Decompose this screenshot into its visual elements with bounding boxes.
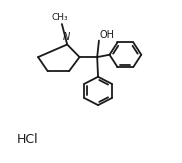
Text: CH₃: CH₃ (52, 14, 68, 22)
Text: HCl: HCl (17, 133, 39, 146)
Text: N: N (63, 32, 70, 42)
Text: OH: OH (100, 30, 114, 40)
